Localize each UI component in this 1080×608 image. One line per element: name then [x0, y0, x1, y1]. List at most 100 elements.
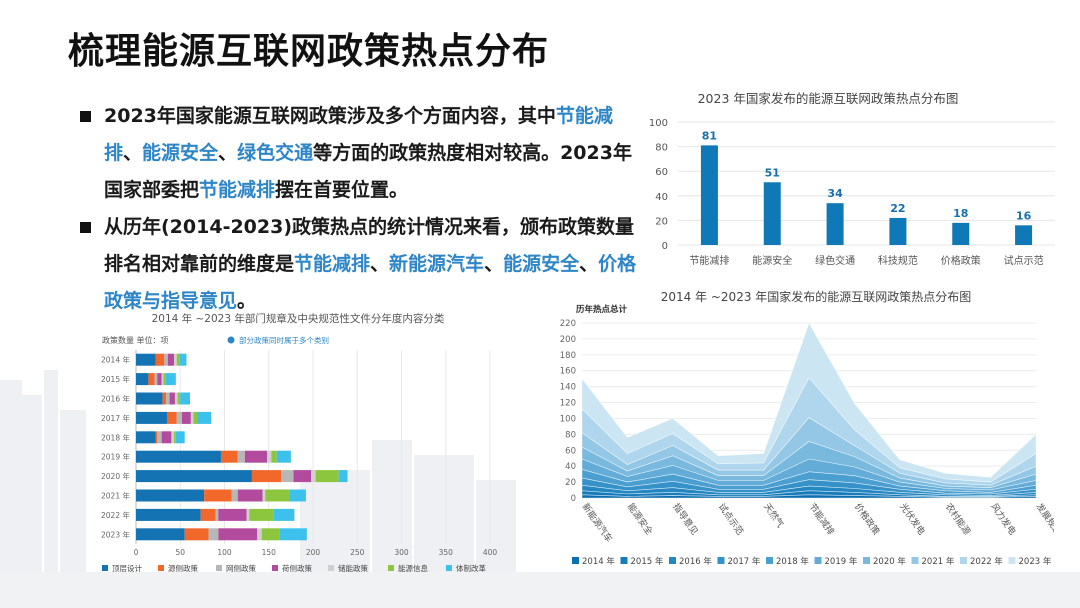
chart2-bar-segment — [190, 411, 194, 424]
chart3-legend-label: 2016 年 — [679, 556, 712, 567]
chart3-legend-label: 2017 年 — [728, 556, 761, 567]
chart3-legend-swatch — [814, 557, 822, 564]
chart2-bar-segment — [182, 411, 191, 424]
chart2-unit-label: 政策数量 单位：项 — [102, 335, 169, 345]
chart2-bar-segment — [177, 392, 181, 405]
chart2-legend-swatch — [272, 565, 278, 571]
chart2-bar-segment — [136, 353, 156, 366]
chart2-note-dot-icon — [227, 336, 235, 344]
chart3-y-tick-label: 220 — [560, 319, 576, 329]
chart1-y-tick-label: 40 — [655, 192, 668, 203]
chart3-legend-label: 2015 年 — [631, 556, 664, 567]
chart2-bar-segment — [169, 392, 175, 405]
chart2-bar-segment — [215, 508, 219, 521]
chart2-y-tick-label: 2017 年 — [101, 413, 130, 423]
chart2-bar-segment — [162, 392, 167, 405]
chart2-bar-segment — [165, 373, 176, 386]
bullet-1-seg-2: 、 — [123, 142, 143, 164]
chart1-x-tick-label: 试点示范 — [1004, 254, 1044, 267]
bullet-2-highlight-new-energy-vehicles: 新能源汽车 — [389, 253, 485, 275]
chart2-legend-swatch — [388, 565, 394, 571]
chart3-x-tick-label: 天然气 — [761, 501, 786, 530]
chart3-y-axis: 0 20 40 60 80 100 120 140 160 180 200 220 — [560, 319, 576, 504]
bullet-2-seg-4: 、 — [484, 253, 504, 275]
chart2-legend-label: 顶层设计 — [112, 563, 142, 573]
page-title: 梳理能源互联网政策热点分布 — [68, 31, 550, 72]
chart1-data-label: 34 — [827, 187, 843, 200]
chart2-bar-segment — [180, 392, 190, 405]
chart3-legend-swatch — [911, 557, 919, 564]
chart3-x-tick-label: 价格政策 — [852, 501, 882, 537]
chart1-x-tick-label: 绿色交通 — [815, 254, 855, 267]
chart2-bar-segment — [246, 508, 250, 521]
chart2-bar-segment — [136, 528, 185, 541]
chart2-bar-segment — [171, 431, 175, 444]
chart2-bar-segment — [136, 470, 252, 483]
bullet-square-icon — [80, 222, 91, 233]
chart2-bar-segment — [208, 528, 219, 541]
chart2-bar-segment — [148, 373, 155, 386]
chart2-bar-segment — [231, 489, 238, 502]
chart3-y-tick-label: 200 — [560, 335, 576, 345]
chart2-bar-segment — [157, 373, 162, 386]
chart1-x-tick-label: 能源安全 — [752, 254, 792, 267]
chart3-legend-label: 2021 年 — [922, 556, 955, 567]
chart1-data-label: 22 — [890, 202, 905, 215]
chart2-bar-segment — [237, 489, 263, 502]
chart3-x-tick-label: 指导意见 — [670, 501, 700, 537]
chart2-bar-segment — [175, 431, 185, 444]
bullet-list: 2023年国家能源互联网政策涉及多个方面内容，其中节能减排、能源安全、绿色交通等… — [78, 98, 650, 320]
chart2-bar-segment — [244, 450, 267, 463]
chart2-bar-segment — [193, 411, 198, 424]
chart2-legend-label: 源侧政策 — [168, 563, 198, 573]
chart3-y-tick-label: 160 — [560, 367, 576, 377]
chart2-bar-segment — [220, 450, 238, 463]
chart1-x-tick-label: 科技规范 — [878, 254, 918, 267]
chart3-y-tick-label: 40 — [565, 462, 576, 472]
chart3-x-axis: 新能源汽车 能源安全 指导意见 试点示范 天然气 节能减排 价格政策 光伏发电 农村能源 风力发电… — [580, 501, 1054, 545]
chart2-bar-segment — [293, 470, 312, 483]
chart2-legend: 顶层设计 源侧政策 网侧政策 荷侧政策 储能政策 能源信息 体制改革 — [102, 563, 486, 573]
chart2-y-tick-label: 2015 年 — [101, 374, 130, 384]
chart2-y-tick-label: 2020 年 — [101, 471, 130, 481]
chart2-bar-segment — [200, 508, 216, 521]
chart2-bar-segment — [265, 489, 290, 502]
chart3-x-tick-label: 农村能源 — [943, 501, 973, 537]
chart2-bar-segment — [261, 528, 280, 541]
bullet-2-highlight-energy-security: 能源安全 — [503, 253, 580, 275]
chart3-x-tick-label: 节能减排 — [807, 501, 837, 537]
chart2-bar-segment — [174, 353, 177, 366]
chart2-x-tick-label: 350 — [439, 548, 454, 557]
chart2-legend-label: 储能政策 — [338, 563, 368, 573]
bullet-2-highlight-energy-saving: 节能减排 — [294, 253, 371, 275]
chart1-data-label: 18 — [953, 207, 968, 220]
chart1-bar — [952, 222, 970, 245]
chart2-bar-segment — [161, 431, 172, 444]
chart1-y-axis: 0 20 40 60 80 100 — [649, 118, 668, 252]
chart3-y-tick-label: 140 — [560, 383, 576, 393]
chart1-bars — [700, 145, 1033, 245]
chart3-legend-swatch — [960, 557, 967, 564]
chart3-x-tick-label: 风力发电 — [988, 501, 1018, 537]
chart1-data-label: 81 — [702, 129, 717, 142]
chart2-bar-segment — [136, 450, 221, 463]
chart1-bar — [700, 145, 718, 245]
chart3-x-tick-label: 光伏发电 — [897, 501, 927, 537]
chart2-bar-segment — [157, 431, 162, 444]
bullet-1-highlight-energy-saving-2: 节能减排 — [199, 179, 276, 201]
bullet-1-seg-8: 摆在首要位置。 — [275, 179, 409, 201]
chart2-bar-segment — [273, 508, 295, 521]
chart2-legend-swatch — [328, 565, 334, 571]
chart3-legend-swatch — [669, 557, 676, 564]
chart2-bar-segment — [136, 431, 156, 444]
chart3-area-layer — [581, 494, 1037, 499]
chart2-bar-segment — [281, 470, 294, 483]
chart2-x-tick-label: 300 — [394, 548, 409, 557]
chart2-legend-swatch — [102, 565, 108, 571]
chart2-bar-segment — [311, 470, 316, 483]
chart2-y-axis: 2014 年 2015 年 2016 年 2017 年 2018 年 2019 年 2020… — [101, 355, 130, 540]
bullet-1-highlight-green-transport: 绿色交通 — [237, 142, 314, 164]
bullet-1-seg-0: 2023年国家能源互联网政策涉及多个方面内容，其中 — [104, 105, 556, 127]
chart2-x-tick-label: 250 — [350, 548, 365, 557]
chart1-y-tick-label: 100 — [649, 118, 668, 129]
